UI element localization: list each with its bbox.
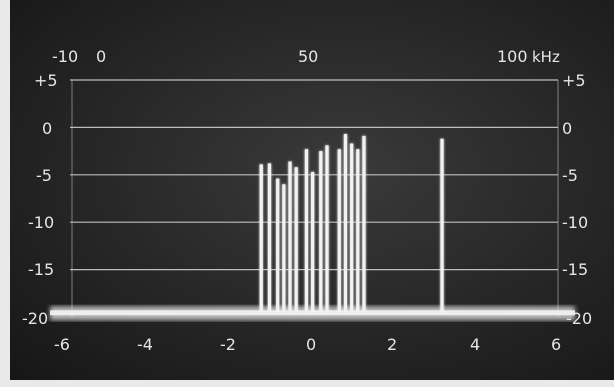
spectral-line [311, 171, 315, 313]
spectral-lines [259, 134, 444, 313]
spectral-line [294, 167, 298, 313]
noise-floor [50, 306, 575, 321]
spectral-line [337, 149, 341, 313]
y-tick-label-left: 0 [42, 119, 52, 138]
x-tick-label: 6 [551, 335, 561, 354]
y-tick-label-left: -10 [28, 213, 54, 232]
x-tick-label: -2 [220, 335, 236, 354]
top-tick-label: 0 [96, 47, 106, 66]
y-tick-label-right: -5 [562, 166, 578, 185]
y-tick-label-left: -5 [36, 166, 52, 185]
y-tick-label-right: 0 [562, 119, 572, 138]
spectrum-chart: -10 0 50 100 kHz +5 0 -5 -10 -15 -20 +5 … [22, 47, 592, 354]
top-tick-label: 100 [497, 47, 528, 66]
spectral-line [325, 145, 329, 313]
spectral-line [440, 138, 444, 313]
x-tick-label: -6 [54, 335, 70, 354]
y-tick-label-right: +5 [562, 71, 586, 90]
x-tick-label: -4 [137, 335, 153, 354]
spectral-line [267, 163, 272, 313]
spectral-line [282, 184, 286, 313]
x-tick-label: 0 [306, 335, 316, 354]
y-tick-label-left: -20 [22, 309, 48, 328]
spectral-line [356, 149, 360, 313]
x-tick-label: 4 [470, 335, 480, 354]
y-tick-label-left: +5 [34, 71, 58, 90]
spectral-line [304, 149, 309, 313]
y-tick-label-right: -15 [562, 260, 588, 279]
top-tick-label: -10 [52, 47, 78, 66]
noise-floor-core [50, 310, 575, 316]
y-tick-label-right: -10 [562, 213, 588, 232]
top-axis-unit: kHz [532, 48, 560, 66]
spectral-line [350, 143, 354, 313]
y-tick-label-left: -15 [28, 260, 54, 279]
spectral-line [319, 151, 323, 313]
y-tick-label-right: -20 [566, 309, 592, 328]
top-tick-label: 50 [298, 47, 318, 66]
spectral-line [259, 164, 263, 313]
x-tick-label: 2 [387, 335, 397, 354]
spectral-line [288, 161, 292, 313]
spectral-line [343, 134, 348, 313]
oscilloscope-photo: -10 0 50 100 kHz +5 0 -5 -10 -15 -20 +5 … [10, 0, 614, 380]
spectral-line [362, 135, 366, 313]
spectral-line [276, 178, 280, 313]
